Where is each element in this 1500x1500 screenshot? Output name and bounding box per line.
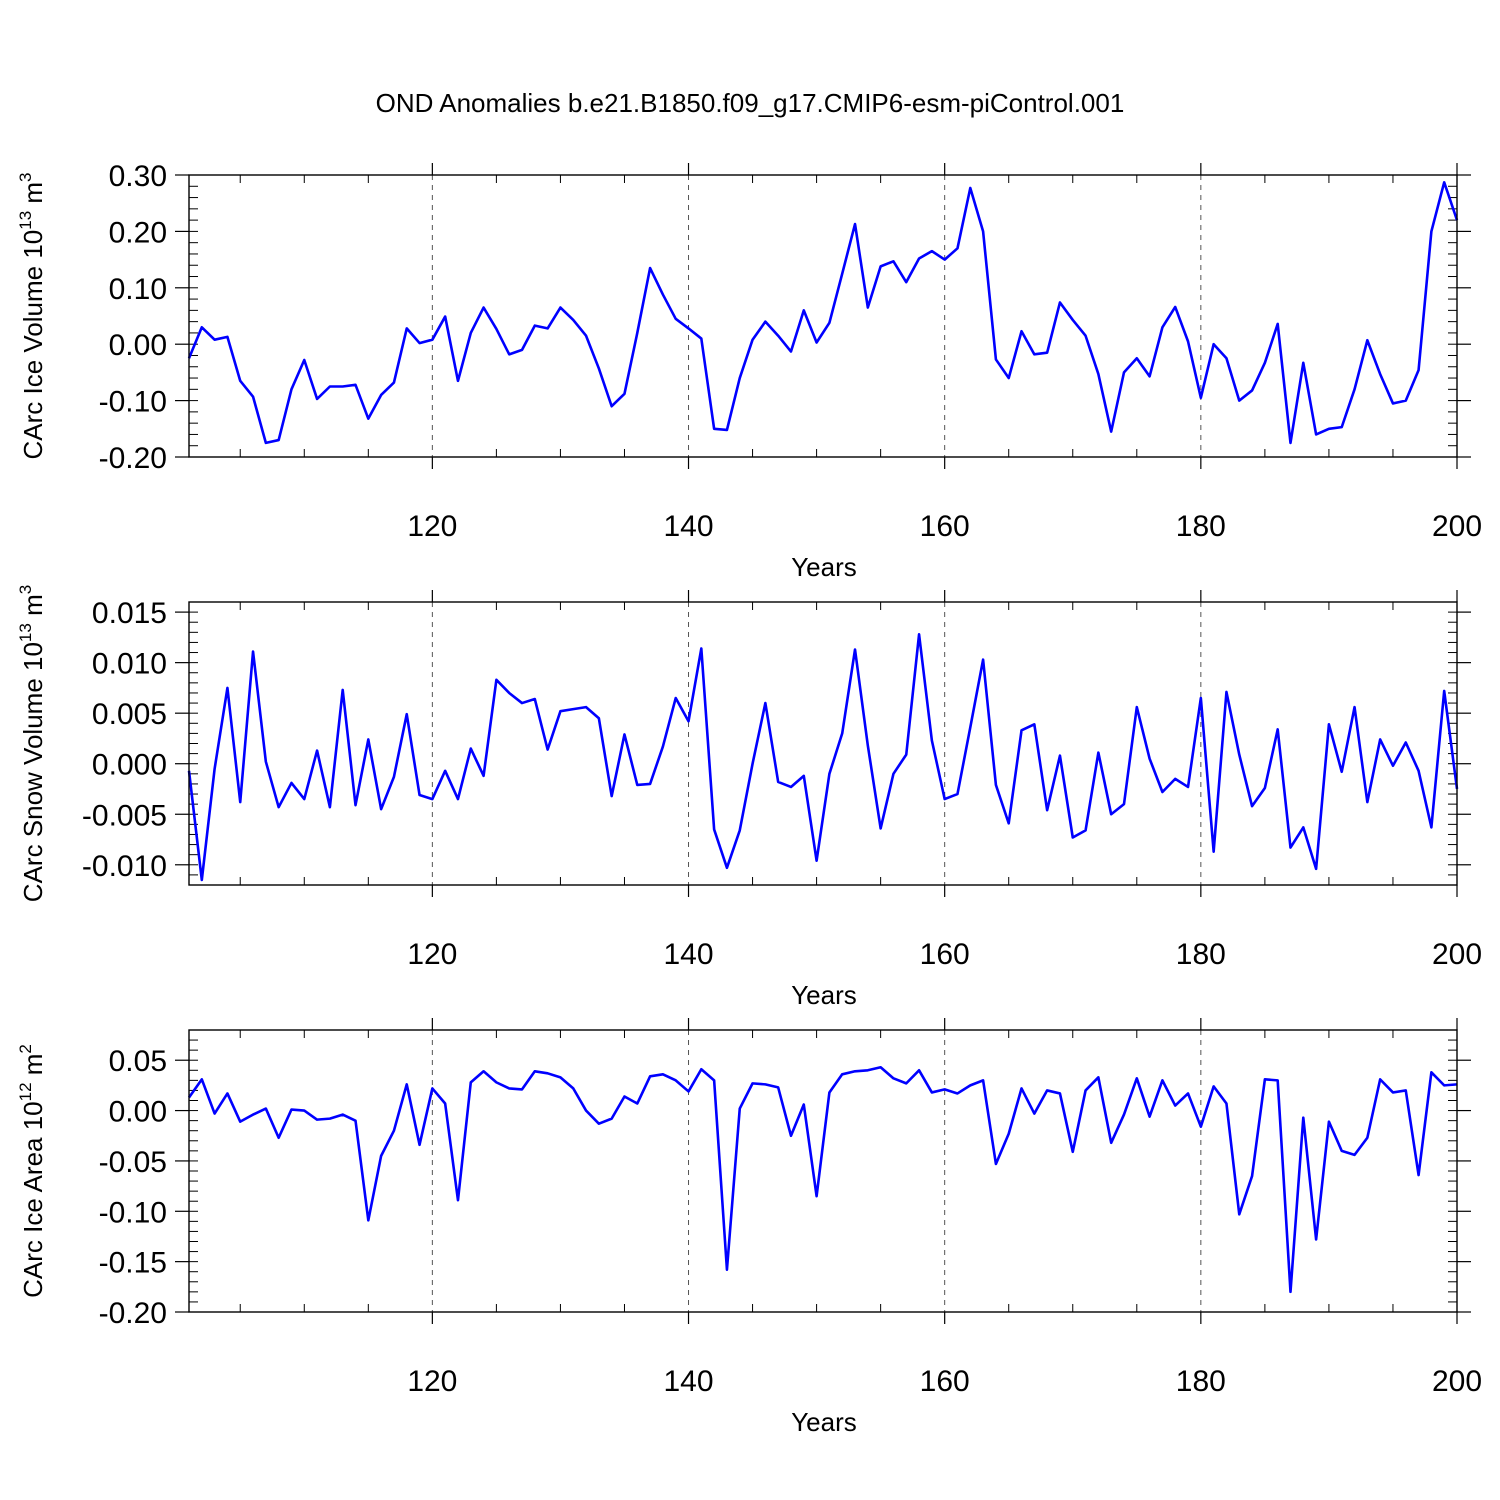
x-tick-label: 180 [1176,510,1226,543]
y-axis-label-text: CArc Snow Volume 10 [18,642,48,902]
y-tick-label: -0.20 [99,442,167,475]
y-axis-label-unit: m [18,182,48,211]
y-axis-label-unit-exp: 3 [16,585,35,594]
plot-frame [188,601,1458,886]
y-axis-label-text: CArc Ice Area 10 [18,1101,48,1298]
y-axis-label-unit-exp: 2 [16,1044,35,1053]
y-axis-label-unit: m [18,1054,48,1083]
y-tick-label: -0.20 [99,1297,167,1330]
x-axis-label: Years [791,980,857,1010]
x-axis-label: Years [791,552,857,582]
y-axis-label: CArc Ice Area 1012 m2 [16,1044,48,1298]
y-tick-label: 0.00 [109,329,167,362]
y-tick-label: 0.000 [92,749,167,782]
x-tick-label: 140 [663,1365,713,1398]
panel-3: 120 140 160 180 200 -0.20 -0.15 -0.10 -0.05 0.00 0… [16,1018,1482,1437]
x-tick-label: 140 [663,938,713,971]
y-axis-label: CArc Ice Volume 1013 m3 [16,172,48,459]
y-tick-label: 0.010 [92,648,167,681]
x-axis-label: Years [791,1407,857,1437]
series-line-1 [187,181,1459,445]
y-axis-label-exp: 13 [16,623,35,642]
y-tick-label: 0.10 [109,273,167,306]
x-tick-label: 200 [1432,938,1482,971]
x-tick-label: 160 [920,1365,970,1398]
series-line-3 [187,1065,1458,1294]
y-axis-label-unit: m [18,594,48,623]
y-axis-label: CArc Snow Volume 1013 m3 [16,585,48,902]
y-axis-label-exp: 12 [16,1082,35,1101]
x-tick-label: 180 [1176,1365,1226,1398]
y-tick-label: 0.30 [109,160,167,193]
y-tick-label: -0.05 [99,1146,167,1179]
series-line-2 [187,633,1459,882]
x-tick-label: 200 [1432,1365,1482,1398]
panel-2: 120 140 160 180 200 -0.010 -0.005 0.000 0.005 0.0… [16,585,1482,1010]
y-tick-label: 0.015 [92,597,167,630]
y-tick-label: 0.005 [92,698,167,731]
y-tick-label: 0.00 [109,1096,167,1129]
plot-frame [188,174,1458,458]
x-tick-label: 200 [1432,510,1482,543]
y-tick-label: 0.05 [109,1045,167,1078]
x-tick-label: 120 [407,1365,457,1398]
x-tick-label: 160 [920,938,970,971]
panel-1: 120 140 160 180 200 -0.20 -0.10 0.00 0.10 0.20 0.3… [16,160,1482,582]
y-tick-label: -0.010 [82,850,167,883]
x-tick-label: 140 [663,510,713,543]
y-tick-label: -0.10 [99,1196,167,1229]
x-tick-label: 180 [1176,938,1226,971]
y-tick-label: -0.10 [99,386,167,419]
y-axis-label-unit-exp: 3 [16,172,35,181]
y-tick-label: 0.20 [109,216,167,249]
y-tick-label: -0.15 [99,1247,167,1280]
y-tick-label: -0.005 [82,799,167,832]
y-axis-label-exp: 13 [16,211,35,230]
chart-title: OND Anomalies b.e21.B1850.f09_g17.CMIP6-… [376,88,1125,118]
x-tick-label: 120 [407,938,457,971]
plot-frame [188,1029,1458,1313]
x-tick-label: 160 [920,510,970,543]
y-axis-label-text: CArc Ice Volume 10 [18,230,48,460]
x-tick-label: 120 [407,510,457,543]
